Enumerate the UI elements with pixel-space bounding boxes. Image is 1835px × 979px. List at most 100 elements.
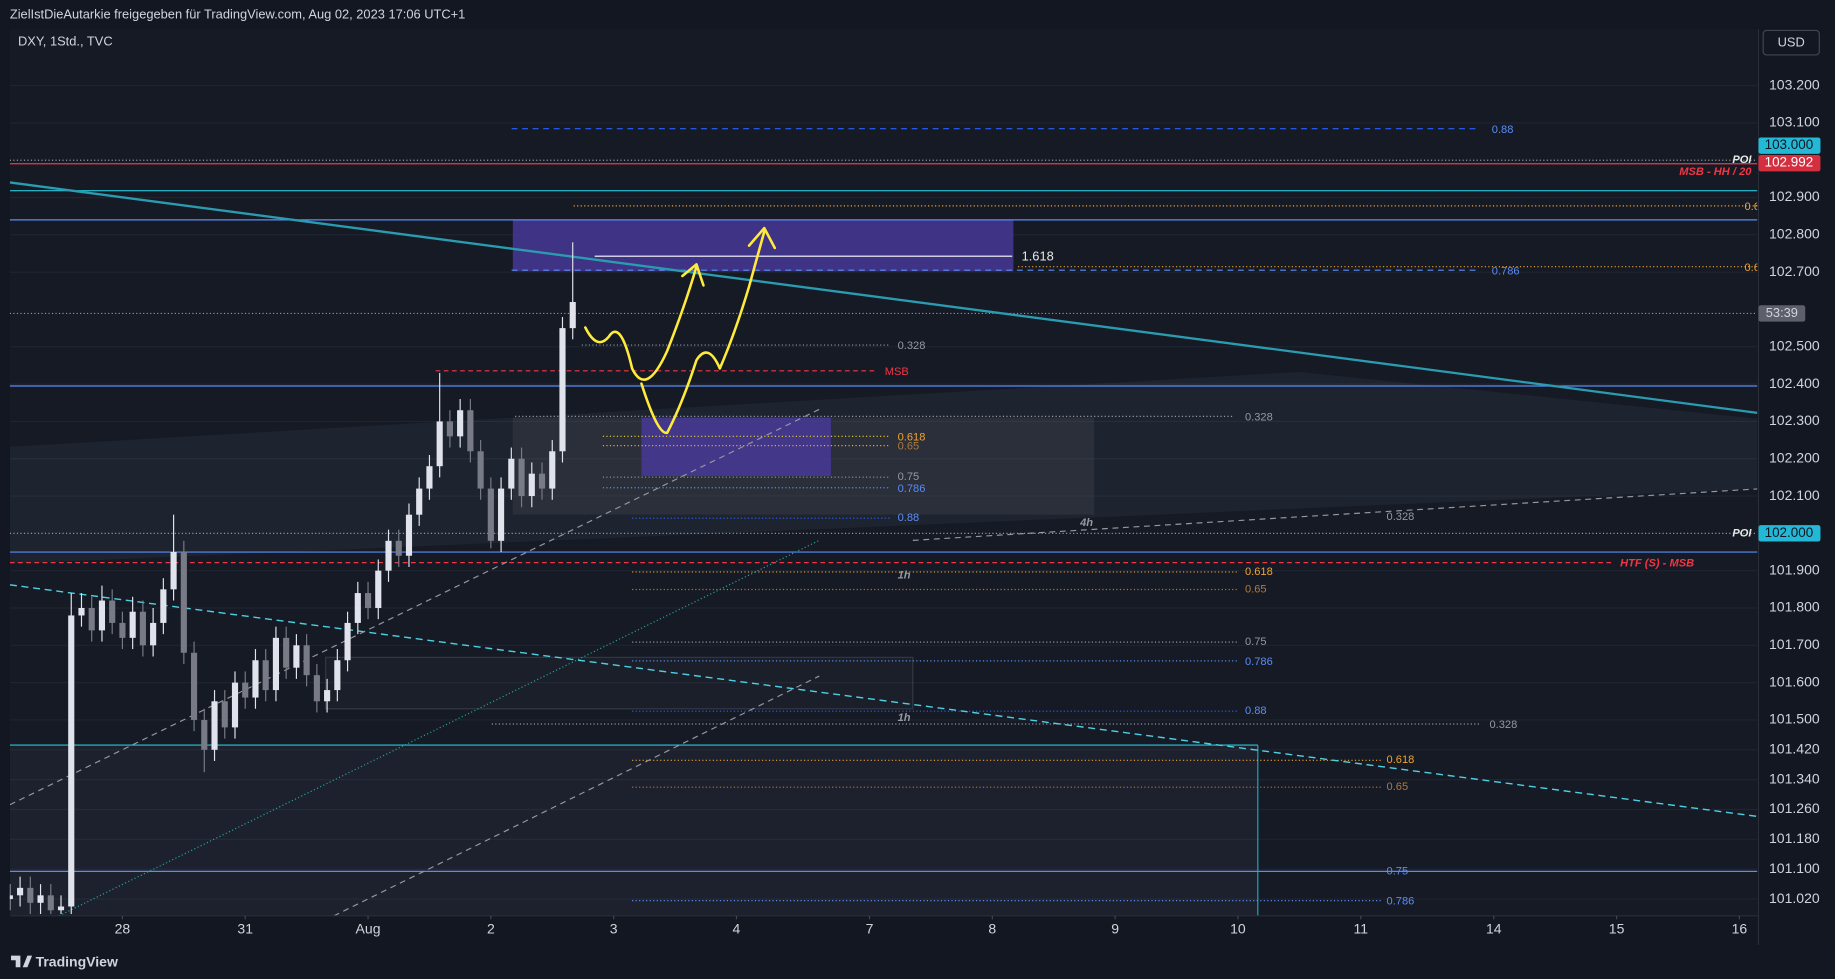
brand-logo — [11, 955, 33, 968]
candle-body — [426, 466, 433, 489]
candle-body — [242, 682, 249, 698]
price-badge — [1758, 155, 1821, 172]
candle-body — [528, 473, 535, 497]
y-tick-label: 101.100 — [1769, 860, 1820, 876]
currency-box[interactable] — [1762, 29, 1820, 56]
x-tick-label: 11 — [1353, 921, 1368, 937]
candle-body — [283, 637, 290, 668]
x-tick-label: 28 — [115, 921, 131, 937]
candle-body — [416, 488, 423, 515]
candle-body — [139, 611, 146, 646]
y-tick-label: 101.420 — [1769, 740, 1820, 756]
levels — [9, 128, 1758, 902]
candle-body — [385, 540, 392, 571]
candle-body — [129, 611, 136, 638]
trendline — [9, 181, 1758, 415]
annotation: 0.75 — [1245, 636, 1267, 648]
annotation: 0.786 — [898, 483, 926, 495]
y-tick-label: 101.020 — [1769, 890, 1820, 906]
x-tick-label: Aug — [356, 921, 381, 937]
x-tick-label: 4 — [733, 921, 741, 937]
drawings — [9, 128, 1758, 916]
countdown: 53:39 — [1766, 305, 1798, 320]
candle-body — [549, 451, 556, 489]
y-tick-label: 101.800 — [1769, 599, 1820, 615]
y-tick-label: 102.100 — [1769, 487, 1820, 503]
y-tick-label: 101.600 — [1769, 673, 1820, 689]
candle-body — [88, 607, 95, 631]
annotation: 0.328 — [1245, 412, 1273, 424]
x-tick-label: 9 — [1111, 921, 1119, 937]
candle-body — [27, 887, 34, 903]
y-tick-label: 101.340 — [1769, 770, 1820, 786]
x-tick-label: 7 — [866, 921, 874, 937]
candle-body — [201, 719, 208, 750]
candle-body — [395, 540, 402, 556]
candle-body — [150, 622, 157, 646]
candle-body — [57, 906, 65, 911]
y-tick-label: 101.180 — [1769, 830, 1820, 846]
y-tick-label: 101.500 — [1769, 711, 1820, 727]
annotation: 0.786 — [1492, 265, 1520, 277]
annotation: POI — [1732, 154, 1752, 166]
currency[interactable]: USD — [1778, 35, 1805, 50]
trendline — [9, 584, 1758, 818]
candle-body — [538, 473, 546, 489]
annotation: 0.6 — [1744, 201, 1759, 213]
arrow — [640, 230, 766, 435]
candle-body — [190, 652, 198, 720]
arrow-head — [681, 263, 705, 287]
annotation: 0.786 — [1245, 656, 1273, 668]
y-tick-label: 102.900 — [1769, 188, 1820, 204]
candle-body — [17, 887, 24, 896]
candle-body — [334, 660, 341, 691]
annotation: 0.618 — [1245, 566, 1273, 578]
price-badge-label: 103.000 — [1765, 137, 1814, 152]
symbol[interactable]: DXY, 1Std., TVC — [18, 33, 113, 48]
candle-body — [262, 660, 269, 691]
annotation: 0.786 — [1387, 896, 1415, 908]
annotation: 0.65 — [898, 441, 920, 453]
plot-area — [9, 29, 1758, 916]
y-tick-label: 101.260 — [1769, 800, 1820, 816]
annotation: 1.618 — [1022, 249, 1054, 264]
candle-body — [231, 682, 239, 728]
trendline — [58, 539, 820, 916]
brand[interactable]: TradingView — [36, 953, 118, 969]
candle-body — [364, 593, 372, 608]
annotation: 0.88 — [1245, 705, 1267, 717]
candle-body — [68, 615, 75, 907]
annotation: 0.65 — [1387, 781, 1409, 793]
candle-body — [170, 552, 177, 590]
candle-body — [211, 701, 218, 750]
x-tick-label: 15 — [1609, 921, 1625, 937]
y-tick-label: 103.100 — [1769, 114, 1820, 130]
annotation: 1h — [898, 569, 911, 581]
y-tick-label: 102.400 — [1769, 375, 1820, 391]
annotation: 4h — [1079, 517, 1093, 529]
annotation: MSB - HH / 20 — [1679, 166, 1752, 178]
order-block — [641, 417, 831, 477]
share-text: ZielIstDieAutarkie freigegeben für Tradi… — [10, 7, 465, 22]
candle-body — [180, 552, 187, 653]
candle-body — [252, 660, 259, 698]
price-badge-label: 102.992 — [1765, 155, 1814, 170]
trendline — [912, 488, 1758, 541]
annotation: 0.328 — [1489, 719, 1517, 731]
annotation: 0.618 — [898, 431, 926, 443]
candle-body — [508, 458, 515, 489]
candle-body — [518, 458, 525, 497]
annotation: 0.65 — [1245, 583, 1267, 595]
candle-body — [303, 645, 310, 676]
projection-arrows — [584, 226, 777, 435]
zone — [9, 745, 1258, 916]
candle-body — [405, 514, 413, 556]
candle-body — [293, 645, 300, 668]
countdown-box — [1758, 305, 1806, 322]
annotation: POI — [1732, 527, 1752, 539]
candle-body — [313, 675, 320, 702]
footer — [0, 945, 1835, 979]
candle-body — [37, 895, 44, 903]
x-tick-label: 10 — [1230, 921, 1246, 937]
